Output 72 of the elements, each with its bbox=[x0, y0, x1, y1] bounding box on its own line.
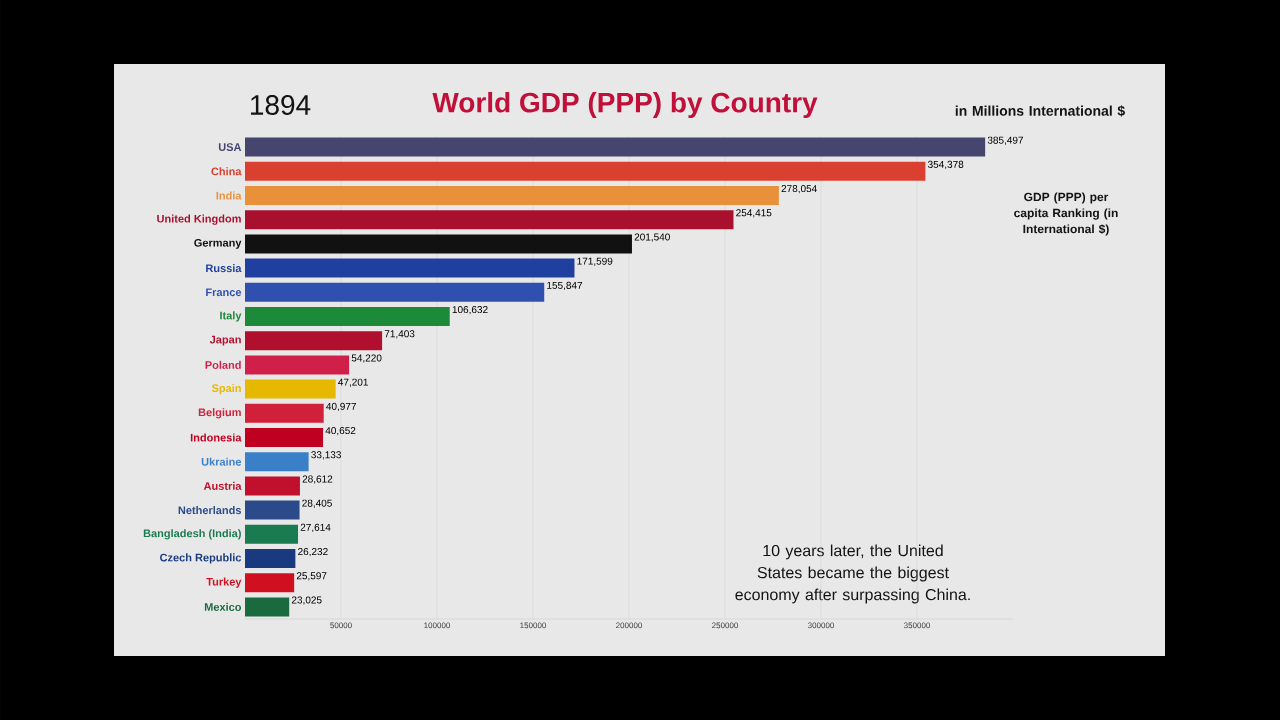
data-label: 201,540 bbox=[634, 233, 670, 242]
x-tick-label: 100000 bbox=[424, 622, 451, 629]
x-tick-label: 250000 bbox=[712, 622, 739, 629]
text: in Millions International $ bbox=[955, 105, 1125, 117]
data-label: 27,614 bbox=[300, 523, 331, 533]
data-label: 47,201 bbox=[338, 378, 368, 387]
bar bbox=[245, 500, 300, 520]
bar bbox=[245, 161, 926, 181]
bar bbox=[245, 548, 296, 568]
bar bbox=[245, 597, 290, 617]
data-label: 155,847 bbox=[547, 281, 583, 291]
bar bbox=[245, 524, 299, 544]
data-label: 106,632 bbox=[452, 306, 488, 315]
bar bbox=[245, 355, 350, 375]
bar bbox=[245, 476, 300, 496]
y-tick-label: Netherlands bbox=[178, 506, 242, 515]
bar bbox=[245, 403, 324, 423]
y-tick-label: United Kingdom bbox=[157, 214, 241, 225]
bar bbox=[245, 573, 295, 593]
data-label: 354,378 bbox=[927, 160, 964, 170]
y-tick-label: Turkey bbox=[206, 577, 242, 588]
data-label: 33,133 bbox=[311, 451, 341, 460]
y-tick-label: Austria bbox=[203, 481, 242, 490]
y-tick-label: Czech Republic bbox=[160, 553, 242, 564]
bar bbox=[245, 137, 986, 157]
chart-subtitle: 1894 bbox=[251, 95, 311, 115]
text: GDP (PPP) per capita Ranking (in International $) bbox=[1014, 192, 1118, 236]
bar bbox=[245, 331, 383, 351]
y-tick-label: Italy bbox=[220, 311, 242, 322]
y-tick-label: Belgium bbox=[198, 408, 241, 419]
data-label: 254,415 bbox=[736, 209, 772, 218]
y-tick-label: India bbox=[216, 191, 242, 200]
y-tick-label: Japan bbox=[209, 335, 241, 346]
y-tick-label: Spain bbox=[211, 383, 241, 395]
x-tick-label: 150000 bbox=[520, 622, 547, 629]
bar bbox=[245, 379, 336, 399]
x-tick-label: 350000 bbox=[903, 622, 931, 629]
y-tick-label: Mexico bbox=[204, 602, 242, 611]
bar bbox=[245, 282, 545, 302]
data-label: 28,405 bbox=[302, 499, 332, 508]
bar bbox=[245, 306, 450, 326]
data-label: 54,220 bbox=[351, 354, 382, 363]
data-label: 26,232 bbox=[298, 548, 328, 557]
x-tick-label: 200000 bbox=[616, 622, 643, 629]
bar bbox=[245, 186, 779, 205]
bar bbox=[245, 452, 309, 472]
bar bbox=[245, 234, 632, 254]
bar bbox=[245, 210, 734, 230]
y-tick-label: France bbox=[206, 288, 242, 297]
data-label: 171,599 bbox=[577, 257, 613, 266]
bar bbox=[245, 427, 324, 447]
y-tick-label: Bangladesh (India) bbox=[143, 529, 241, 540]
y-tick-label: Russia bbox=[206, 264, 242, 273]
data-label: 23,025 bbox=[291, 596, 322, 605]
chart-title: World GDP (PPP) by Country bbox=[432, 91, 818, 119]
y-tick-label: USA bbox=[218, 143, 242, 151]
y-tick-label: Ukraine bbox=[201, 457, 242, 466]
data-label: 40,977 bbox=[326, 402, 356, 412]
data-label: 385,497 bbox=[987, 136, 1023, 145]
data-label: 28,612 bbox=[302, 475, 333, 484]
data-label: 71,403 bbox=[384, 330, 415, 339]
x-tick-label: 300000 bbox=[807, 622, 835, 629]
y-tick-label: Poland bbox=[205, 360, 241, 369]
data-label: 25,597 bbox=[296, 572, 327, 581]
data-label: 40,652 bbox=[325, 427, 356, 436]
data-label: 278,054 bbox=[781, 185, 817, 194]
y-tick-label: China bbox=[211, 167, 242, 176]
y-tick-label: Indonesia bbox=[190, 433, 242, 442]
annotation: 10 years later, the United States became the biggest economy after surpassing China. bbox=[735, 544, 970, 604]
bar bbox=[245, 258, 575, 278]
x-tick-label: 50000 bbox=[330, 622, 352, 629]
y-tick-label: Germany bbox=[194, 238, 242, 249]
